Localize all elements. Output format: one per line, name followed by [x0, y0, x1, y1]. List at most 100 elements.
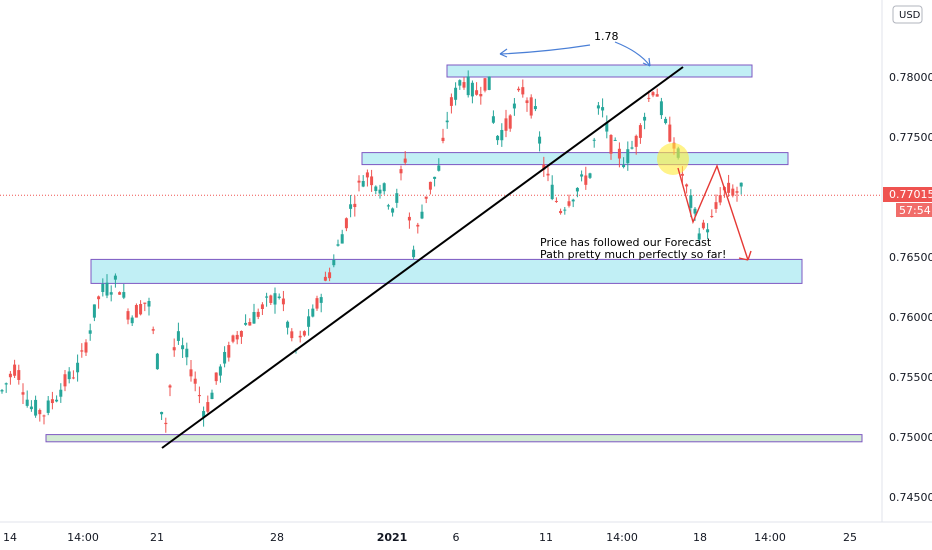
candle-body [391, 208, 395, 213]
candle-body [571, 199, 575, 202]
currency-button-label: USD [899, 10, 921, 21]
candle-body [265, 296, 269, 298]
candle-body [538, 136, 542, 144]
candle-body [181, 345, 185, 350]
candle-body [433, 176, 437, 179]
candle-body [214, 372, 218, 382]
candle-body [202, 411, 206, 418]
y-tick-label: 0.75000 [889, 431, 932, 444]
candle-body [197, 395, 201, 397]
candle-body [634, 135, 638, 147]
time-axis-ticks: 14 14:00 21 28 2021 6 11 14:00 18 14:00 25 [3, 531, 857, 544]
candle-body [638, 125, 642, 138]
forecast-path [677, 164, 752, 261]
candle-body [407, 216, 411, 221]
candle-body [706, 229, 710, 233]
candle-body [109, 292, 113, 295]
candle-body [710, 215, 714, 217]
candle-body [328, 272, 332, 279]
candle-body [160, 411, 164, 415]
candle-body [92, 304, 96, 318]
candle-body [500, 129, 504, 141]
candle-body [445, 120, 449, 123]
candle-body [277, 296, 281, 299]
candle-body [256, 311, 260, 317]
candle-body [563, 209, 567, 211]
candle-body [370, 176, 374, 186]
candle-body [164, 422, 168, 425]
candle-body [311, 308, 315, 317]
x-tick-label: 11 [539, 531, 553, 544]
candle-body [441, 137, 445, 142]
candle-body [260, 304, 264, 309]
candle-body [126, 311, 130, 320]
candle-body [529, 97, 533, 116]
x-tick-label: 28 [270, 531, 284, 544]
candle-body [714, 202, 718, 209]
candle-body [424, 196, 428, 199]
candle-body [605, 122, 609, 132]
candle-body [575, 187, 579, 192]
candle-body [613, 139, 617, 141]
candle-body [46, 400, 50, 413]
candle-body [239, 330, 243, 337]
candle-body [193, 378, 197, 384]
candle-body [651, 92, 655, 96]
current-price-label: 0.77015 57:54 [883, 187, 932, 217]
candle-body [386, 205, 390, 207]
candle-body [601, 107, 605, 111]
candle-body [378, 189, 382, 194]
candle-body [466, 76, 470, 96]
y-tick-label: 0.75500 [889, 371, 932, 384]
candle-body [554, 200, 558, 202]
candle-body [680, 173, 684, 176]
candle-body [655, 94, 659, 97]
candle-body [399, 169, 403, 174]
candle-body [88, 330, 92, 334]
candle-body [55, 399, 59, 402]
candle-body [454, 87, 458, 100]
measure-arrows [499, 41, 651, 67]
candle-body [189, 369, 193, 377]
candle-body [735, 191, 739, 193]
candle-body [332, 259, 336, 266]
candle-body [542, 164, 546, 170]
candle-body [323, 276, 327, 281]
candle-body [13, 364, 17, 376]
candle-body [0, 390, 4, 392]
y-tick-label: 0.74500 [889, 491, 932, 504]
candle-body [42, 415, 46, 417]
x-tick-label: 6 [453, 531, 460, 544]
x-tick-label: 21 [150, 531, 164, 544]
candle-body [357, 180, 361, 183]
x-tick-label: 18 [693, 531, 707, 544]
candle-body [21, 392, 25, 395]
candle-body [449, 97, 453, 106]
candle-body [584, 175, 588, 185]
candle-body [739, 182, 743, 187]
bar-countdown: 57:54 [899, 204, 931, 217]
candle-body [664, 118, 668, 124]
candle-body [286, 321, 290, 328]
candle-body [76, 362, 80, 373]
candle-body [139, 304, 143, 315]
y-tick-label: 0.78000 [889, 71, 932, 84]
candle-body [718, 195, 722, 203]
candle-body [420, 211, 424, 219]
candle-body [643, 116, 647, 121]
candle-body [29, 406, 33, 410]
candle-body [248, 322, 252, 326]
candle-body [491, 116, 495, 123]
candle-body [567, 201, 571, 206]
candle-body [416, 224, 420, 227]
candle-body [512, 103, 516, 109]
candle-body [244, 322, 248, 325]
trend-line[interactable] [161, 66, 684, 449]
candle-body [206, 402, 210, 412]
currency-button[interactable]: USD [892, 5, 923, 24]
candle-body [315, 298, 319, 309]
candle-body [67, 371, 71, 380]
candle-body [319, 297, 323, 303]
candle-body [550, 184, 554, 200]
